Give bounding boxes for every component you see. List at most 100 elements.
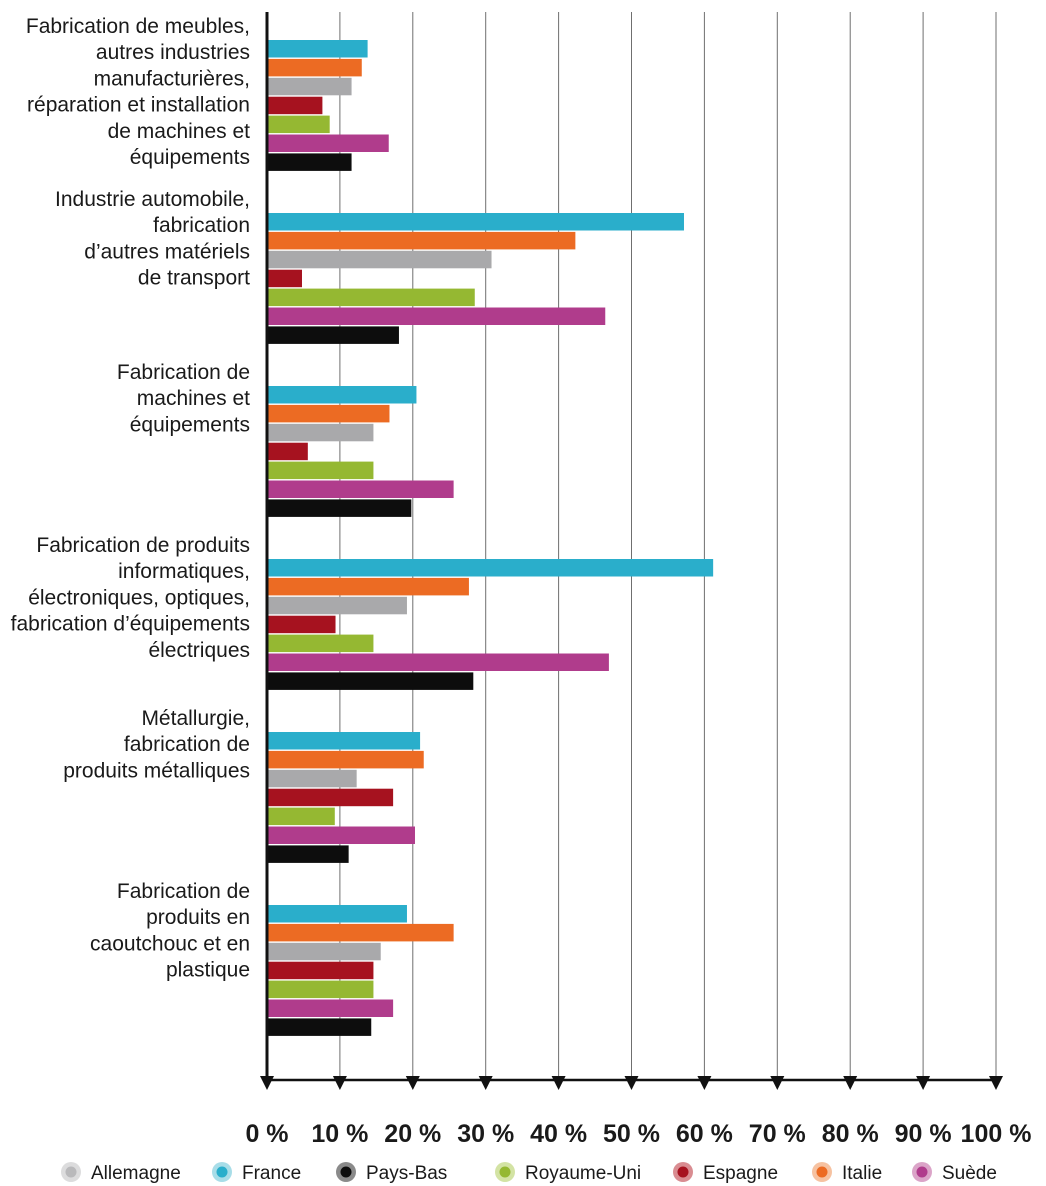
bar [267, 845, 349, 863]
x-tick-label: 0 % [245, 1120, 288, 1148]
category-label-line: fabrication d’équipements [11, 613, 250, 636]
category-label-line: caoutchouc et en [90, 932, 250, 955]
bar [267, 134, 389, 152]
legend-marker [216, 1166, 228, 1178]
tick-marker [332, 1076, 347, 1090]
bar [267, 653, 609, 671]
category-label: Fabrication de machines et équipements [117, 361, 250, 436]
category-label-line: fabrication [153, 214, 250, 237]
x-tick-label: 100 % [961, 1120, 1032, 1148]
category-label-line: produits métalliques [63, 759, 250, 782]
legend-marker [340, 1166, 352, 1178]
category-label-line: équipements [130, 413, 250, 436]
x-tick-label: 70 % [749, 1120, 806, 1148]
bar [267, 480, 454, 498]
bar [267, 77, 352, 96]
tick-marker [478, 1076, 493, 1090]
bar [267, 213, 684, 231]
tick-marker [843, 1076, 858, 1090]
bar [267, 153, 352, 171]
legend-label: Allemagne [91, 1163, 181, 1184]
category-label-line: électroniques, optiques, [28, 586, 250, 609]
category-label-line: manufacturières, [94, 67, 250, 90]
x-tick-label: 30 % [457, 1120, 514, 1148]
category-label-line: électriques [148, 639, 250, 662]
category-label-line: machines et [137, 387, 250, 410]
category-label-line: équipements [130, 146, 250, 169]
bar [267, 386, 417, 404]
bar [267, 942, 381, 961]
bar [267, 769, 357, 788]
category-label: Métallurgie, fabrication de produits métal… [63, 707, 250, 782]
tick-marker [989, 1076, 1003, 1090]
x-tick-label: 40 % [530, 1120, 587, 1148]
legend-marker [65, 1166, 77, 1178]
bar [267, 326, 399, 344]
category-label-line: Fabrication de [117, 880, 250, 903]
tick-marker [770, 1076, 785, 1090]
bar [267, 58, 362, 77]
x-tick-label: 90 % [895, 1120, 952, 1148]
tick-marker [916, 1076, 931, 1090]
category-label-line: Industrie automobile, [55, 188, 250, 211]
tick-marker [405, 1076, 420, 1090]
legend-label: Suède [942, 1163, 997, 1184]
bar [267, 288, 475, 307]
bar [267, 999, 394, 1017]
x-tick-label: 20 % [384, 1120, 441, 1148]
tick-marker [551, 1076, 566, 1090]
bar [267, 750, 424, 769]
bar [267, 1018, 372, 1036]
tick-marker [260, 1076, 274, 1090]
bar [267, 115, 330, 134]
bar [267, 40, 368, 58]
bar [267, 307, 606, 325]
bar [267, 499, 412, 517]
category-label-line: produits en [146, 906, 250, 929]
category-label-line: d’autres matériels [84, 240, 250, 263]
bar [267, 461, 374, 480]
bar [267, 577, 469, 596]
bar [267, 732, 421, 750]
bar [267, 634, 374, 653]
bar [267, 826, 415, 844]
x-tick-label: 50 % [603, 1120, 660, 1148]
category-label-line: plastique [166, 959, 250, 982]
category-label: Industrie automobile, fabrication d’autres… [55, 188, 250, 290]
legend-label: Royaume-Uni [525, 1163, 641, 1184]
category-label: Fabrication de meubles, autres industries… [26, 15, 250, 169]
legend-marker [816, 1166, 828, 1178]
bar [267, 596, 407, 615]
bar [267, 423, 374, 442]
category-label-line: Métallurgie, [141, 707, 250, 730]
tick-marker [697, 1076, 712, 1090]
category-label-line: de machines et [108, 120, 251, 143]
category-label: Fabrication de produits informatiques, éle… [11, 534, 250, 662]
category-label-line: autres industries [96, 41, 250, 64]
bar [267, 442, 308, 461]
legend-label: Pays-Bas [366, 1163, 447, 1184]
legend-marker [677, 1166, 689, 1178]
category-label-line: de transport [138, 267, 250, 290]
legend-label: France [242, 1163, 301, 1184]
bar [267, 269, 302, 288]
bar [267, 788, 394, 807]
category-label-line: Fabrication de [117, 361, 250, 384]
x-tick-label: 10 % [311, 1120, 368, 1148]
legend-label: Espagne [703, 1163, 778, 1184]
bar [267, 807, 335, 826]
tick-marker [624, 1076, 639, 1090]
bar [267, 923, 454, 942]
bar [267, 615, 336, 634]
category-label-line: Fabrication de produits [36, 534, 250, 557]
bar [267, 96, 323, 115]
x-tick-label: 60 % [676, 1120, 733, 1148]
category-label-line: informatiques, [118, 560, 250, 583]
legend-marker [916, 1166, 928, 1178]
category-label-line: fabrication de [124, 733, 250, 756]
category-label: Fabrication de produits en caoutchouc et e… [90, 880, 250, 982]
x-tick-label: 80 % [822, 1120, 879, 1148]
legend-marker [499, 1166, 511, 1178]
category-label-line: Fabrication de meubles, [26, 15, 250, 38]
